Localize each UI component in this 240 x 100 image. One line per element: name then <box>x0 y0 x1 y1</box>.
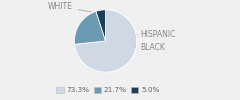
Text: WHITE: WHITE <box>48 2 91 12</box>
Text: BLACK: BLACK <box>134 43 165 52</box>
Text: HISPANIC: HISPANIC <box>138 30 176 39</box>
Legend: 73.3%, 21.7%, 5.0%: 73.3%, 21.7%, 5.0% <box>54 84 162 96</box>
Wedge shape <box>96 10 106 41</box>
Wedge shape <box>74 11 106 44</box>
Wedge shape <box>75 10 137 72</box>
